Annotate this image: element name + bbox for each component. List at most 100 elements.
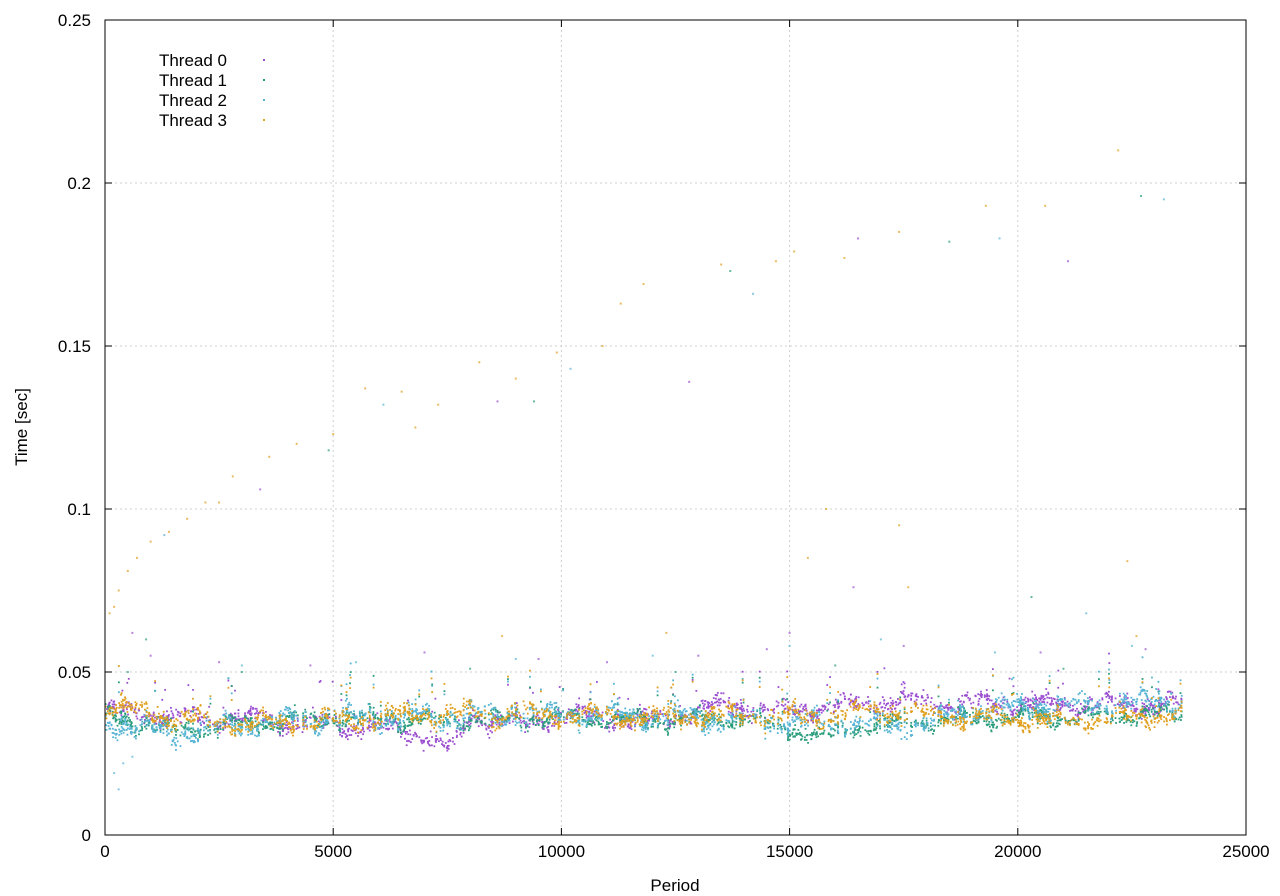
- data-point: [429, 744, 431, 747]
- data-point: [422, 705, 424, 708]
- data-point: [798, 711, 801, 714]
- data-point: [187, 720, 190, 722]
- data-point: [883, 667, 886, 670]
- data-point: [471, 715, 474, 717]
- data-point: [895, 723, 898, 726]
- data-point: [915, 693, 918, 696]
- data-point: [1098, 707, 1101, 710]
- data-point: [797, 717, 800, 720]
- data-point: [1160, 704, 1162, 707]
- data-point: [1042, 696, 1045, 698]
- data-point: [716, 718, 719, 721]
- data-point: [814, 733, 817, 736]
- data-point: [453, 743, 456, 745]
- data-point: [1026, 697, 1029, 700]
- data-point: [194, 734, 197, 737]
- data-point: [345, 694, 348, 697]
- data-point: [1174, 711, 1177, 714]
- data-point: [813, 731, 815, 734]
- data-point: [494, 708, 497, 711]
- data-point: [1145, 708, 1148, 711]
- data-point: [1045, 711, 1048, 714]
- data-point: [439, 730, 442, 732]
- data-point: [1052, 722, 1055, 725]
- data-point: [214, 731, 217, 734]
- data-point: [1003, 695, 1006, 698]
- data-point: [1024, 701, 1027, 704]
- data-point: [133, 735, 136, 738]
- data-point: [1180, 694, 1183, 697]
- outlier-point: [240, 671, 243, 673]
- data-point: [733, 727, 736, 730]
- data-point: [465, 707, 468, 710]
- data-point: [756, 709, 759, 711]
- data-point: [144, 725, 146, 728]
- data-point: [706, 701, 709, 704]
- data-point: [1057, 716, 1059, 719]
- data-point: [1036, 722, 1039, 725]
- data-point: [124, 704, 127, 707]
- data-point: [349, 671, 352, 673]
- data-point: [979, 694, 982, 696]
- data-point: [494, 707, 497, 709]
- data-point: [779, 726, 782, 729]
- data-point: [249, 719, 252, 721]
- data-point: [1166, 709, 1168, 712]
- data-point: [452, 740, 454, 743]
- data-point: [1155, 688, 1158, 690]
- data-point: [562, 716, 565, 719]
- data-point: [335, 717, 337, 720]
- data-point: [106, 721, 109, 724]
- data-point: [148, 720, 151, 723]
- data-point: [962, 720, 965, 723]
- data-point: [581, 723, 584, 726]
- data-point: [1165, 696, 1168, 698]
- data-point: [769, 726, 772, 729]
- data-point: [184, 710, 186, 712]
- data-point: [633, 717, 635, 720]
- data-point: [197, 740, 199, 743]
- data-point: [1141, 678, 1144, 680]
- data-point: [514, 712, 517, 715]
- data-point: [483, 705, 486, 708]
- data-point: [159, 727, 162, 729]
- data-point: [185, 721, 188, 724]
- data-point: [872, 729, 875, 732]
- data-point: [250, 712, 253, 715]
- data-point: [455, 730, 458, 733]
- data-point: [465, 721, 468, 724]
- data-point: [939, 702, 942, 704]
- data-point: [985, 689, 988, 691]
- data-point: [938, 705, 941, 708]
- data-point: [170, 706, 172, 709]
- data-point: [648, 718, 651, 721]
- data-point: [946, 712, 949, 715]
- data-point: [506, 720, 509, 723]
- data-point: [424, 712, 427, 715]
- data-point: [282, 712, 285, 715]
- data-point: [1047, 708, 1050, 710]
- data-point: [1037, 707, 1040, 709]
- data-point: [558, 686, 561, 688]
- data-point: [818, 714, 821, 716]
- data-point: [787, 729, 790, 731]
- data-point: [468, 715, 471, 718]
- data-point: [165, 725, 167, 728]
- data-point: [788, 724, 791, 727]
- data-point: [232, 717, 235, 719]
- data-point: [650, 725, 653, 728]
- data-point: [357, 721, 359, 724]
- data-point: [372, 712, 375, 715]
- data-point: [494, 714, 497, 717]
- data-point: [479, 720, 482, 723]
- data-point: [888, 726, 890, 728]
- data-point: [451, 714, 454, 717]
- data-point: [184, 723, 187, 726]
- plot-points: [104, 149, 1183, 791]
- data-point: [1006, 702, 1009, 705]
- data-point: [292, 724, 295, 727]
- data-point: [803, 708, 806, 711]
- data-point: [858, 728, 861, 730]
- data-point: [189, 715, 192, 717]
- data-point: [758, 707, 761, 710]
